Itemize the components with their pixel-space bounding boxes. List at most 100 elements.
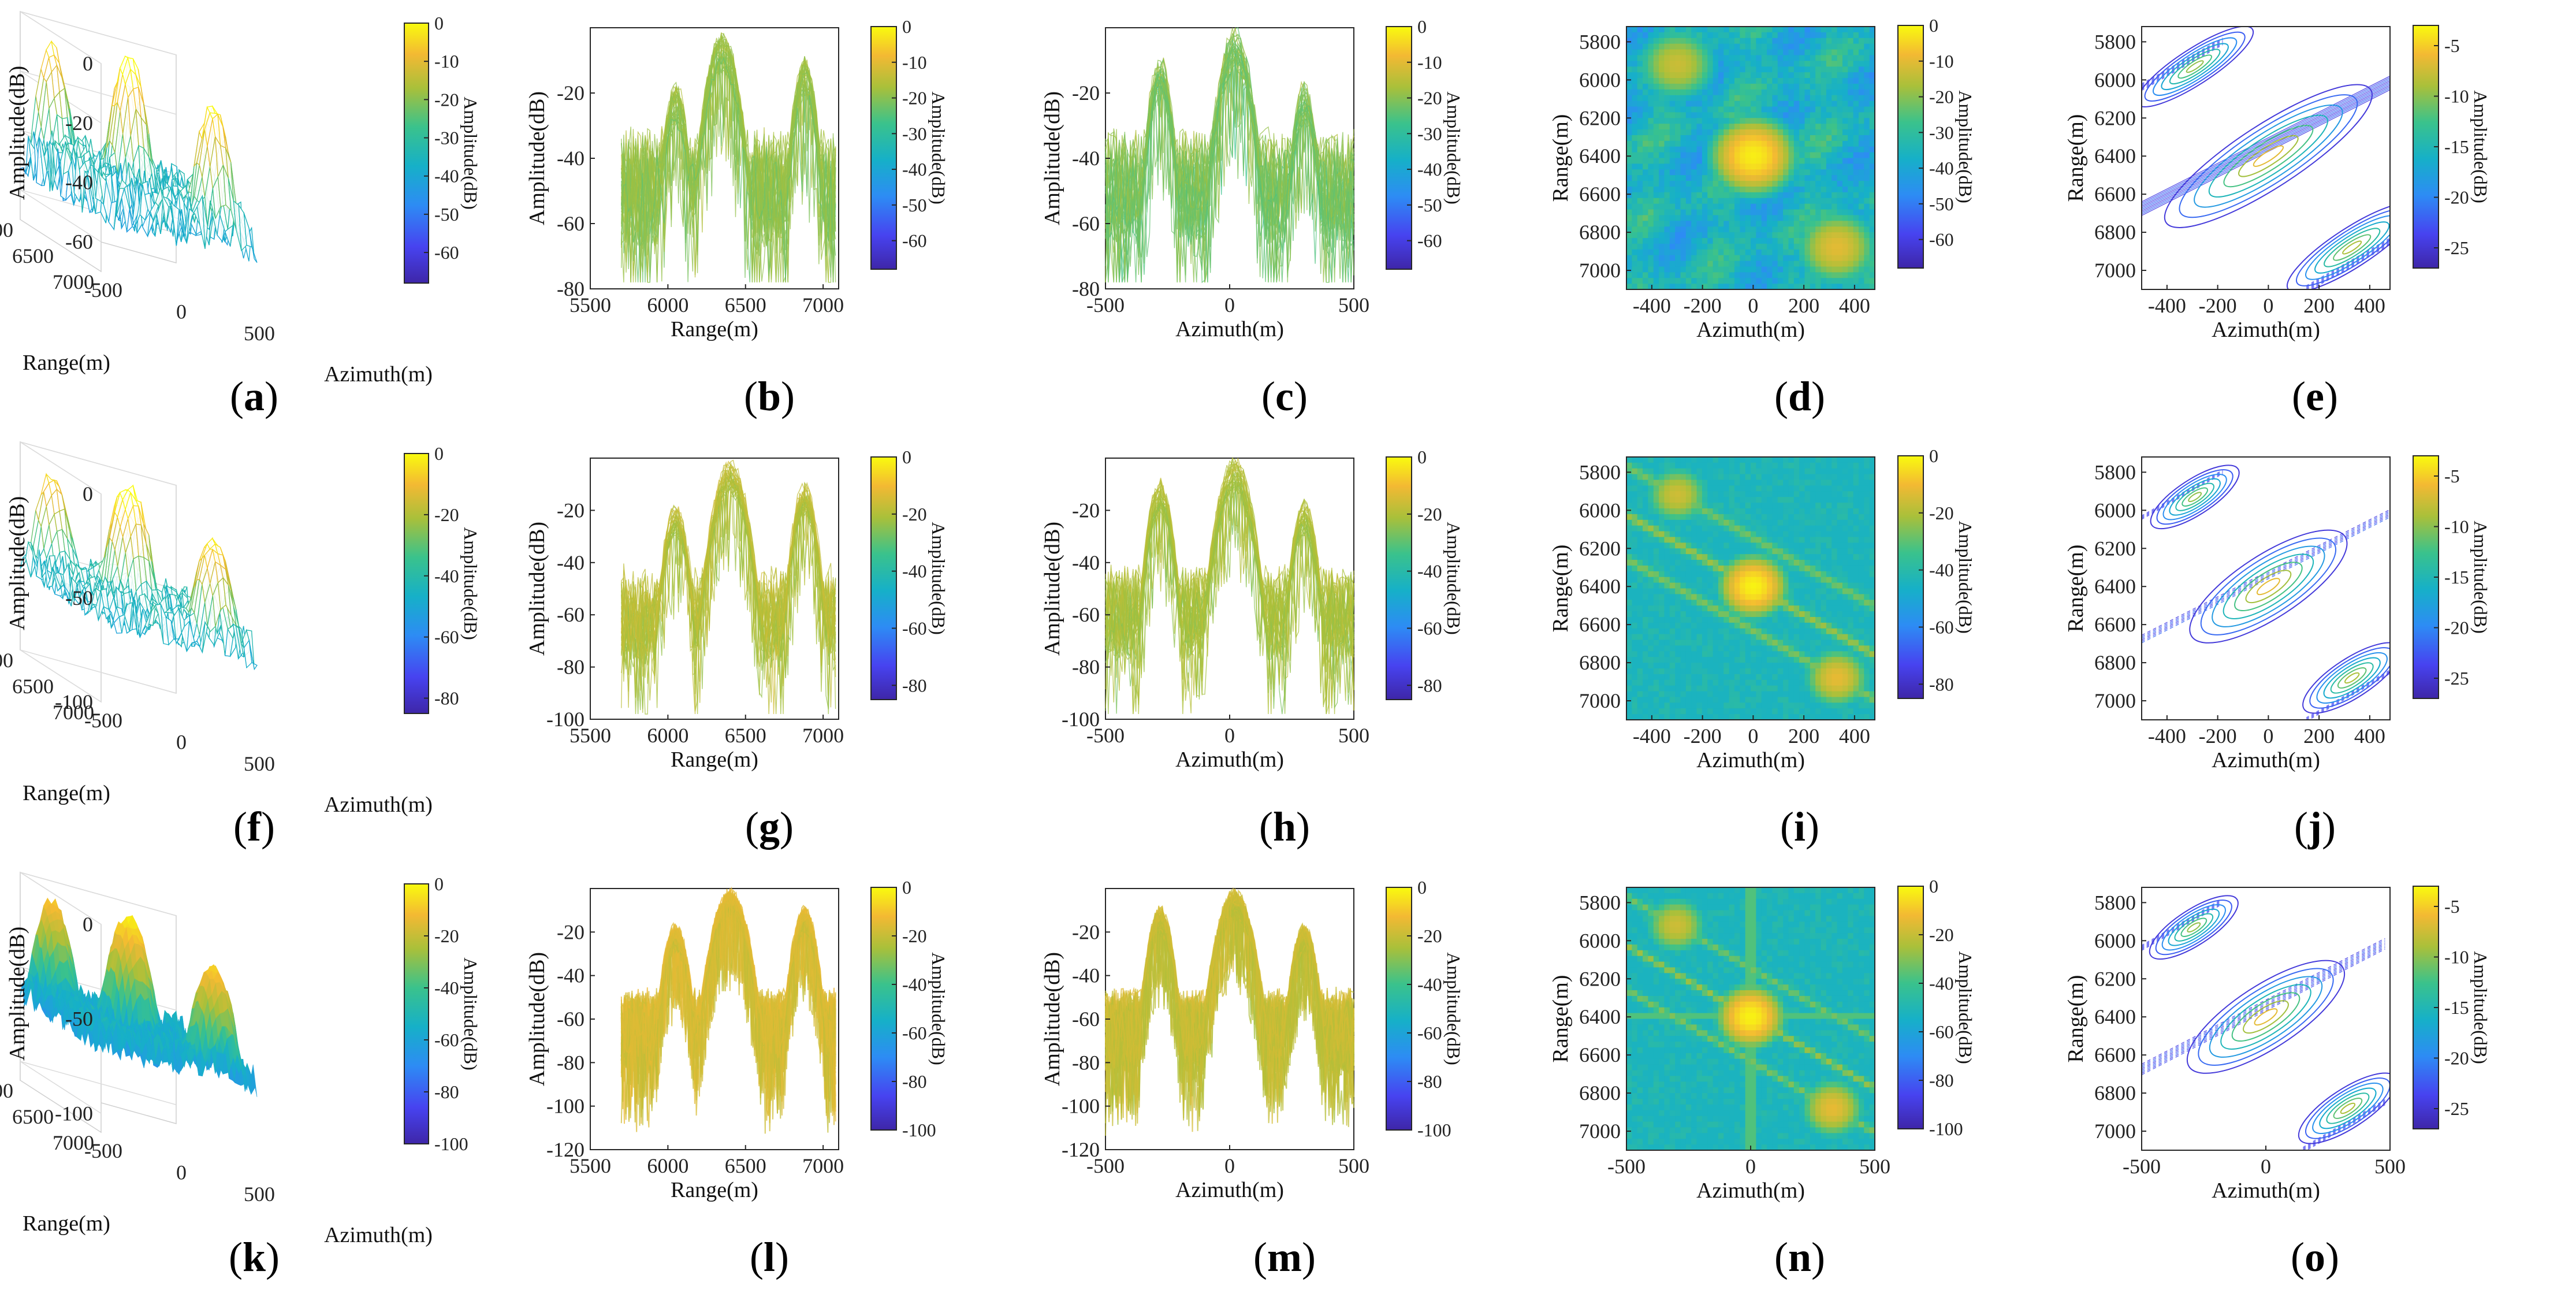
- pixel: [1837, 474, 1843, 481]
- pixel: [1745, 479, 1751, 486]
- pixel: [1740, 66, 1746, 73]
- pixel: [1653, 186, 1659, 193]
- pixel: [1740, 181, 1746, 187]
- pixel: [1680, 192, 1687, 199]
- pixel: [1751, 462, 1756, 469]
- pixel: [1815, 89, 1822, 96]
- pixel: [1858, 38, 1864, 44]
- pixel: [1729, 89, 1735, 96]
- pixel: [1685, 215, 1692, 221]
- y-tick-label: -20: [557, 81, 585, 105]
- pixel: [1729, 249, 1735, 256]
- pixel: [1680, 474, 1687, 481]
- pixel: [1853, 66, 1859, 73]
- contour-streak: [2309, 243, 2390, 289]
- pixel: [1729, 169, 1735, 176]
- pixel: [1648, 232, 1654, 239]
- pixel: [1864, 203, 1870, 210]
- pixel: [1632, 72, 1638, 79]
- pixel: [1815, 485, 1822, 492]
- pixel: [1858, 163, 1864, 170]
- pixel: [1648, 221, 1654, 227]
- pixel: [1632, 192, 1638, 199]
- pixel: [1713, 118, 1719, 124]
- pixel: [1680, 140, 1687, 147]
- profile-trace: [1105, 34, 1354, 282]
- range-tick-label: 6500: [12, 244, 54, 267]
- pixel: [1793, 232, 1800, 239]
- pixel: [1799, 474, 1806, 481]
- pixel: [1821, 175, 1827, 181]
- pixel: [1772, 203, 1778, 210]
- colorbar-tick-label: -80: [902, 675, 927, 696]
- pixel: [1685, 457, 1692, 463]
- pixel: [1848, 192, 1854, 199]
- pixel: [1804, 474, 1811, 481]
- pixel: [1653, 519, 1659, 526]
- pixel: [1767, 181, 1773, 187]
- pixel: [1664, 72, 1670, 79]
- pixel: [1691, 112, 1698, 118]
- pixel: [1804, 272, 1811, 278]
- pixel: [1685, 118, 1692, 124]
- pixel: [1848, 89, 1854, 96]
- pixel: [1632, 49, 1638, 56]
- pixel: [1632, 503, 1638, 509]
- pixel: [1691, 491, 1698, 497]
- pixel: [1864, 38, 1870, 44]
- pixel: [1707, 95, 1714, 102]
- pixel: [1685, 192, 1692, 199]
- pixel: [1685, 43, 1692, 50]
- pixel: [1718, 129, 1724, 136]
- pixel: [1637, 152, 1643, 159]
- pixel: [1702, 89, 1708, 96]
- pixel: [1734, 243, 1740, 250]
- pixel: [1804, 203, 1811, 210]
- pixel: [1653, 38, 1659, 44]
- pixel: [1734, 181, 1740, 187]
- pixel: [1740, 158, 1746, 164]
- pixel: [1729, 503, 1735, 509]
- colorbar-tick-label: -30: [902, 123, 927, 144]
- pixel: [1858, 209, 1864, 216]
- pixel: [1799, 192, 1806, 199]
- pixel: [1723, 83, 1730, 90]
- pixel: [1837, 146, 1843, 153]
- pixel: [1793, 261, 1800, 267]
- pixel: [1718, 491, 1724, 497]
- pixel: [1842, 38, 1848, 44]
- pixel: [1772, 284, 1778, 289]
- pixel: [1821, 135, 1827, 142]
- pixel: [1718, 146, 1724, 153]
- pixel: [1848, 284, 1854, 289]
- caption-letter: d: [1788, 373, 1811, 419]
- pixel: [1767, 175, 1773, 181]
- pixel: [1696, 503, 1703, 509]
- panel-caption: (g): [745, 804, 794, 850]
- pixel: [1740, 152, 1746, 159]
- pixel: [1799, 169, 1806, 176]
- pixel: [1696, 32, 1703, 39]
- pixel: [1675, 514, 1681, 521]
- pixel: [1718, 163, 1724, 170]
- pixel: [1702, 209, 1708, 216]
- pixel: [1675, 232, 1681, 239]
- pixel: [1718, 462, 1724, 469]
- pixel: [1848, 181, 1854, 187]
- pixel: [1729, 266, 1735, 273]
- pixel: [1632, 261, 1638, 267]
- pixel: [1799, 129, 1806, 136]
- pixel: [1858, 519, 1864, 526]
- pixel: [1799, 491, 1806, 497]
- pixel: [1718, 232, 1724, 239]
- colorbar-tick-label: -60: [434, 242, 459, 263]
- pixel: [1842, 146, 1848, 153]
- pixel: [1648, 95, 1654, 102]
- pixel: [1832, 479, 1838, 486]
- pixel: [1637, 124, 1643, 130]
- pixel: [1826, 181, 1832, 187]
- pixel: [1788, 66, 1795, 73]
- pixel: [1772, 209, 1778, 216]
- pixel: [1637, 101, 1643, 107]
- pixel: [1788, 514, 1795, 521]
